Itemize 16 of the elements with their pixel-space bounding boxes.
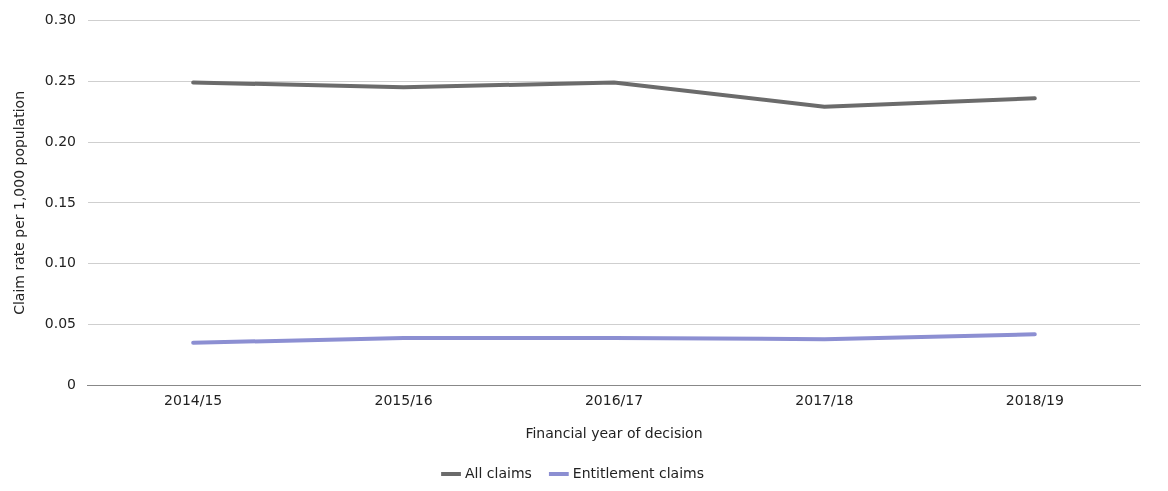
y-tick-label: 0.05 <box>44 315 76 332</box>
x-tick-label: 2014/15 <box>164 392 223 409</box>
x-tick-label: 2018/19 <box>1005 392 1064 409</box>
y-tick-label: 0 <box>67 376 76 393</box>
y-tick-label: 0.10 <box>44 254 76 271</box>
legend-label: All claims <box>465 464 532 481</box>
x-tick-label: 2015/16 <box>374 392 433 409</box>
x-tick-label: 2016/17 <box>584 392 644 409</box>
y-axis-title: Claim rate per 1,000 population <box>11 90 28 315</box>
y-tick-label: 0.25 <box>44 71 76 88</box>
y-tick-label: 0.15 <box>44 193 76 210</box>
x-tick-label: 2017/18 <box>795 392 854 409</box>
y-tick-label: 0.30 <box>44 11 76 28</box>
y-tick-label: 0.20 <box>44 132 76 149</box>
x-axis-title: Financial year of decision <box>525 425 703 442</box>
legend-label: Entitlement claims <box>572 464 704 481</box>
